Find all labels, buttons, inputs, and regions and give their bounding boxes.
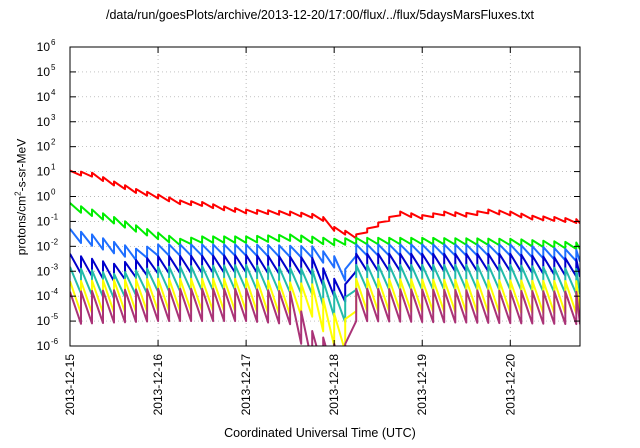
y-tick-label: 10: [37, 214, 51, 228]
y-tick-label-exponent: 2: [51, 138, 56, 147]
y-tick-label-exponent: 6: [51, 38, 56, 47]
y-tick-label: 10: [37, 239, 51, 253]
y-tick-label: 10: [37, 264, 51, 278]
y-tick-label-base: 10: [37, 190, 51, 204]
y-tick-label: 10: [37, 40, 51, 54]
chart-title: /data/run/goesPlots/archive/2013-12-20/1…: [105, 8, 534, 22]
y-tick-label-base: 10: [37, 239, 51, 253]
y-tick-label-base: 10: [37, 264, 51, 278]
series-line-7: [70, 287, 580, 346]
y-tick-label-exponent: -2: [51, 237, 59, 246]
y-tick-label-exponent: 4: [51, 88, 56, 97]
y-tick-label-base: 10: [37, 90, 51, 104]
y-tick-label: 10: [37, 115, 51, 129]
x-tick-label: 2013-12-18: [327, 354, 341, 416]
y-tick-label-exponent: 1: [51, 163, 56, 172]
y-tick-label-exponent: 3: [51, 113, 56, 122]
y-tick-label: 10: [37, 339, 51, 353]
y-tick-label-exponent: -6: [51, 337, 59, 346]
series-line-2: [70, 202, 580, 250]
series-line-1: [70, 169, 580, 240]
x-axis: 2013-12-15 2013-12-16 2013-12-17 2013-12-18…: [63, 47, 517, 415]
y-tick-label-exponent: -4: [51, 287, 59, 296]
y-tick-label-exponent: -3: [51, 262, 59, 271]
y-tick-label-exponent: 0: [51, 188, 56, 197]
x-tick-label: 2013-12-17: [239, 354, 253, 416]
y-tick-label: 10: [37, 314, 51, 328]
series-group: [70, 169, 580, 346]
x-tick-label: 2013-12-20: [503, 354, 517, 416]
y-tick-label-base: 10: [37, 115, 51, 129]
y-tick-label: 10: [37, 65, 51, 79]
x-tick-label: 2013-12-15: [63, 354, 77, 416]
y-tick-label-base: 10: [37, 140, 51, 154]
y-tick-label: 10: [37, 289, 51, 303]
y-tick-label-base: 10: [37, 65, 51, 79]
x-tick-label: 2013-12-16: [151, 354, 165, 416]
y-axis-label-base: protons/cm: [14, 195, 29, 256]
y-axis: 10 -610 -510 -410 -310 -210 -110 010 110 210 310 41…: [37, 38, 580, 353]
x-axis-label: Coordinated Universal Time (UTC): [224, 426, 416, 440]
y-tick-label-exponent: -1: [51, 212, 59, 221]
y-tick-label: 10: [37, 165, 51, 179]
y-tick-label: 10: [37, 190, 51, 204]
y-axis-label: protons/cm2-s-sr-MeV: [14, 139, 29, 255]
y-axis-label-exponent: 2: [13, 191, 23, 196]
y-tick-label-exponent: -5: [51, 312, 59, 321]
y-tick-label-base: 10: [37, 214, 51, 228]
y-tick-label-base: 10: [37, 165, 51, 179]
y-tick-label-base: 10: [37, 289, 51, 303]
y-tick-label-base: 10: [37, 40, 51, 54]
y-tick-label-exponent: 5: [51, 63, 56, 72]
y-tick-label-base: 10: [37, 339, 51, 353]
y-tick-label: 10: [37, 90, 51, 104]
y-axis-label-rest: -s-sr-MeV: [14, 138, 29, 192]
series-line-3: [70, 228, 580, 282]
series-line-4: [70, 252, 580, 303]
y-tick-label-base: 10: [37, 314, 51, 328]
y-tick-label: 10: [37, 140, 51, 154]
x-tick-label: 2013-12-19: [415, 354, 429, 416]
